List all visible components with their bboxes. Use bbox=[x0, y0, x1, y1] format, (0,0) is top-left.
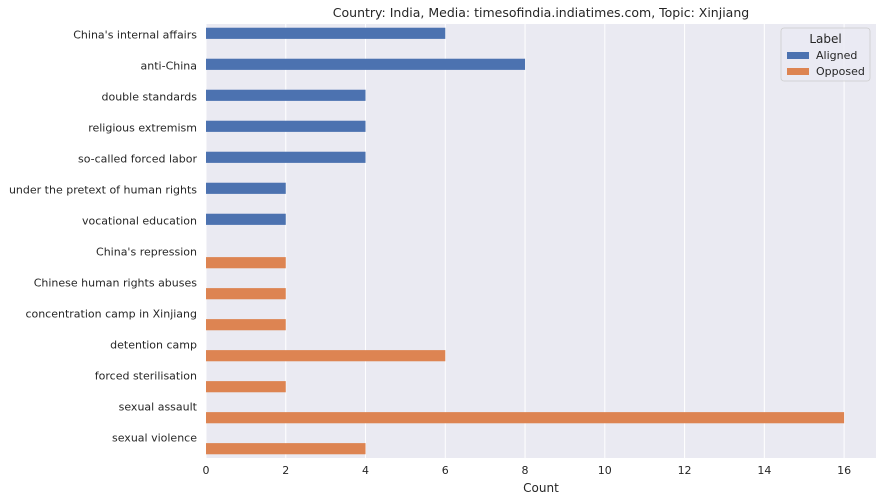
legend-label: Opposed bbox=[816, 65, 865, 78]
category-label: religious extremism bbox=[88, 122, 197, 135]
x-tick-label: 16 bbox=[837, 464, 851, 477]
legend-box bbox=[780, 27, 871, 82]
legend-swatch bbox=[787, 52, 809, 59]
x-tick-labels: 0 2 4 6 8 10 12 14 16 bbox=[203, 464, 852, 477]
category-label: forced sterilisation bbox=[95, 370, 197, 383]
category-label: vocational education bbox=[82, 215, 197, 228]
bar-aligned bbox=[206, 151, 366, 163]
category-label: sexual violence bbox=[112, 432, 197, 445]
bar-opposed bbox=[206, 381, 286, 393]
category-label: concentration camp in Xinjiang bbox=[25, 308, 197, 321]
bar-aligned bbox=[206, 120, 366, 132]
bar-aligned bbox=[206, 182, 286, 194]
bar-opposed bbox=[206, 288, 286, 300]
bar-aligned bbox=[206, 58, 526, 70]
x-tick-label: 4 bbox=[362, 464, 369, 477]
category-label: China's repression bbox=[96, 246, 197, 259]
bar-opposed bbox=[206, 319, 286, 331]
bar-opposed bbox=[206, 257, 286, 269]
bar-opposed bbox=[206, 350, 446, 362]
legend: Label Aligned Opposed bbox=[780, 27, 871, 82]
x-tick-label: 14 bbox=[757, 464, 771, 477]
bar-opposed bbox=[206, 412, 845, 424]
x-tick-label: 6 bbox=[442, 464, 449, 477]
bar-aligned bbox=[206, 213, 286, 225]
legend-label: Aligned bbox=[816, 49, 857, 62]
x-axis-title: Count bbox=[523, 481, 559, 495]
category-label: sexual assault bbox=[119, 401, 198, 414]
category-label: anti-China bbox=[141, 60, 197, 73]
category-label: Chinese human rights abuses bbox=[34, 277, 198, 290]
category-label: so-called forced labor bbox=[78, 153, 197, 166]
chart-title: Country: India, Media: timesofindia.indi… bbox=[333, 5, 749, 20]
bar-aligned bbox=[206, 27, 446, 39]
bar-aligned bbox=[206, 89, 366, 101]
bar-opposed bbox=[206, 443, 366, 455]
category-label: China's internal affairs bbox=[73, 29, 197, 42]
x-tick-label: 12 bbox=[678, 464, 692, 477]
x-tick-label: 8 bbox=[522, 464, 529, 477]
bars bbox=[206, 27, 845, 455]
x-tick-label: 10 bbox=[598, 464, 612, 477]
legend-title: Label bbox=[809, 32, 841, 46]
x-tick-label: 2 bbox=[282, 464, 289, 477]
legend-swatch bbox=[787, 68, 809, 75]
y-tick-labels: China's internal affairs anti-China double… bbox=[9, 29, 198, 445]
category-label: double standards bbox=[101, 91, 197, 104]
category-label: detention camp bbox=[110, 339, 197, 352]
category-label: under the pretext of human rights bbox=[9, 184, 197, 197]
plot-area bbox=[206, 24, 876, 458]
x-tick-label: 0 bbox=[203, 464, 210, 477]
